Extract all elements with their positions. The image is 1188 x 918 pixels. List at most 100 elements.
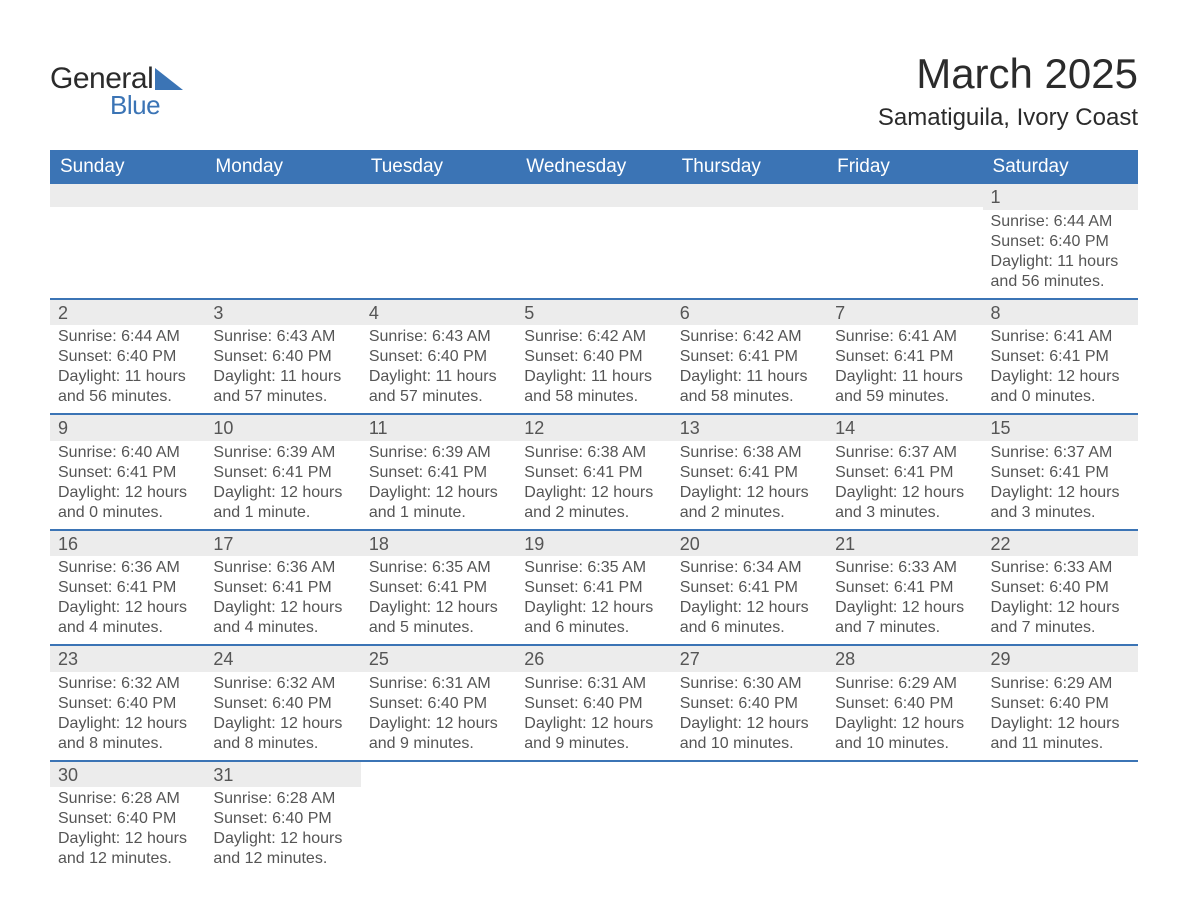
- day-number: 11: [361, 415, 516, 441]
- weekday-header: Wednesday: [516, 150, 671, 184]
- day-sunrise: Sunrise: 6:33 AM: [835, 558, 974, 578]
- weekday-header: Monday: [205, 150, 360, 184]
- day-sunset: Sunset: 6:41 PM: [680, 463, 819, 483]
- logo-text-blue: Blue: [110, 90, 183, 121]
- day-number: [827, 184, 982, 207]
- day-details: Sunrise: 6:29 AMSunset: 6:40 PMDaylight:…: [983, 672, 1138, 760]
- day-daylight2: and 7 minutes.: [991, 618, 1130, 638]
- day-daylight2: and 4 minutes.: [58, 618, 197, 638]
- day-daylight1: Daylight: 12 hours: [369, 483, 508, 503]
- day-daylight2: and 8 minutes.: [213, 734, 352, 754]
- day-number: 26: [516, 646, 671, 672]
- day-daylight2: and 12 minutes.: [213, 849, 352, 869]
- day-sunset: Sunset: 6:41 PM: [680, 578, 819, 598]
- day-details: Sunrise: 6:36 AMSunset: 6:41 PMDaylight:…: [50, 556, 205, 644]
- week-row: 23Sunrise: 6:32 AMSunset: 6:40 PMDayligh…: [50, 646, 1138, 762]
- day-sunrise: Sunrise: 6:37 AM: [991, 443, 1130, 463]
- day-daylight2: and 6 minutes.: [680, 618, 819, 638]
- day-daylight2: and 2 minutes.: [680, 503, 819, 523]
- day-daylight1: Daylight: 11 hours: [58, 367, 197, 387]
- day-sunset: Sunset: 6:41 PM: [835, 463, 974, 483]
- day-daylight2: and 57 minutes.: [213, 387, 352, 407]
- day-daylight1: Daylight: 11 hours: [369, 367, 508, 387]
- day-sunset: Sunset: 6:40 PM: [835, 694, 974, 714]
- day-number: [205, 184, 360, 207]
- day-cell: 5Sunrise: 6:42 AMSunset: 6:40 PMDaylight…: [516, 300, 671, 414]
- day-details: Sunrise: 6:35 AMSunset: 6:41 PMDaylight:…: [516, 556, 671, 644]
- day-cell: [205, 184, 360, 298]
- day-cell: 13Sunrise: 6:38 AMSunset: 6:41 PMDayligh…: [672, 415, 827, 529]
- day-cell: 8Sunrise: 6:41 AMSunset: 6:41 PMDaylight…: [983, 300, 1138, 414]
- week-row: 16Sunrise: 6:36 AMSunset: 6:41 PMDayligh…: [50, 531, 1138, 647]
- day-sunset: Sunset: 6:40 PM: [524, 347, 663, 367]
- day-sunrise: Sunrise: 6:42 AM: [524, 327, 663, 347]
- day-number: 30: [50, 762, 205, 788]
- day-number: 20: [672, 531, 827, 557]
- day-daylight1: Daylight: 12 hours: [680, 483, 819, 503]
- day-cell: 1Sunrise: 6:44 AMSunset: 6:40 PMDaylight…: [983, 184, 1138, 298]
- day-details: Sunrise: 6:33 AMSunset: 6:40 PMDaylight:…: [983, 556, 1138, 644]
- day-cell: 31Sunrise: 6:28 AMSunset: 6:40 PMDayligh…: [205, 762, 360, 876]
- day-daylight1: Daylight: 11 hours: [524, 367, 663, 387]
- day-daylight1: Daylight: 11 hours: [835, 367, 974, 387]
- day-cell: 24Sunrise: 6:32 AMSunset: 6:40 PMDayligh…: [205, 646, 360, 760]
- day-cell: [672, 184, 827, 298]
- day-daylight2: and 11 minutes.: [991, 734, 1130, 754]
- day-sunrise: Sunrise: 6:41 AM: [835, 327, 974, 347]
- day-daylight2: and 2 minutes.: [524, 503, 663, 523]
- day-cell: 16Sunrise: 6:36 AMSunset: 6:41 PMDayligh…: [50, 531, 205, 645]
- day-sunset: Sunset: 6:40 PM: [991, 694, 1130, 714]
- logo-sail-icon: [155, 68, 183, 90]
- day-sunrise: Sunrise: 6:29 AM: [835, 674, 974, 694]
- day-details: Sunrise: 6:38 AMSunset: 6:41 PMDaylight:…: [516, 441, 671, 529]
- day-number: 3: [205, 300, 360, 326]
- week-row: 9Sunrise: 6:40 AMSunset: 6:41 PMDaylight…: [50, 415, 1138, 531]
- day-daylight2: and 58 minutes.: [680, 387, 819, 407]
- day-number: 24: [205, 646, 360, 672]
- day-daylight1: Daylight: 12 hours: [680, 598, 819, 618]
- day-number: 29: [983, 646, 1138, 672]
- day-number: 18: [361, 531, 516, 557]
- day-details: Sunrise: 6:30 AMSunset: 6:40 PMDaylight:…: [672, 672, 827, 760]
- day-details: Sunrise: 6:39 AMSunset: 6:41 PMDaylight:…: [361, 441, 516, 529]
- day-details: Sunrise: 6:37 AMSunset: 6:41 PMDaylight:…: [827, 441, 982, 529]
- day-daylight1: Daylight: 12 hours: [524, 598, 663, 618]
- day-sunset: Sunset: 6:41 PM: [369, 578, 508, 598]
- day-sunrise: Sunrise: 6:32 AM: [58, 674, 197, 694]
- day-daylight2: and 56 minutes.: [991, 272, 1130, 292]
- day-details: Sunrise: 6:31 AMSunset: 6:40 PMDaylight:…: [516, 672, 671, 760]
- day-number: 16: [50, 531, 205, 557]
- day-details: Sunrise: 6:43 AMSunset: 6:40 PMDaylight:…: [205, 325, 360, 413]
- day-sunset: Sunset: 6:40 PM: [58, 809, 197, 829]
- day-details: Sunrise: 6:41 AMSunset: 6:41 PMDaylight:…: [827, 325, 982, 413]
- day-daylight1: Daylight: 11 hours: [991, 252, 1130, 272]
- day-details: Sunrise: 6:42 AMSunset: 6:41 PMDaylight:…: [672, 325, 827, 413]
- day-sunrise: Sunrise: 6:35 AM: [369, 558, 508, 578]
- day-details: Sunrise: 6:33 AMSunset: 6:41 PMDaylight:…: [827, 556, 982, 644]
- day-sunrise: Sunrise: 6:36 AM: [213, 558, 352, 578]
- day-daylight1: Daylight: 12 hours: [58, 829, 197, 849]
- day-sunset: Sunset: 6:40 PM: [213, 809, 352, 829]
- day-cell: [361, 762, 516, 876]
- day-daylight2: and 4 minutes.: [213, 618, 352, 638]
- day-cell: 2Sunrise: 6:44 AMSunset: 6:40 PMDaylight…: [50, 300, 205, 414]
- day-cell: 10Sunrise: 6:39 AMSunset: 6:41 PMDayligh…: [205, 415, 360, 529]
- day-daylight1: Daylight: 12 hours: [213, 598, 352, 618]
- day-daylight1: Daylight: 12 hours: [524, 714, 663, 734]
- day-sunrise: Sunrise: 6:29 AM: [991, 674, 1130, 694]
- day-sunrise: Sunrise: 6:39 AM: [213, 443, 352, 463]
- day-cell: 30Sunrise: 6:28 AMSunset: 6:40 PMDayligh…: [50, 762, 205, 876]
- day-sunset: Sunset: 6:41 PM: [835, 578, 974, 598]
- day-sunset: Sunset: 6:41 PM: [58, 578, 197, 598]
- day-cell: 9Sunrise: 6:40 AMSunset: 6:41 PMDaylight…: [50, 415, 205, 529]
- day-sunset: Sunset: 6:40 PM: [213, 347, 352, 367]
- day-daylight2: and 56 minutes.: [58, 387, 197, 407]
- day-daylight1: Daylight: 12 hours: [58, 598, 197, 618]
- day-cell: 15Sunrise: 6:37 AMSunset: 6:41 PMDayligh…: [983, 415, 1138, 529]
- day-daylight1: Daylight: 12 hours: [369, 714, 508, 734]
- day-daylight2: and 9 minutes.: [369, 734, 508, 754]
- day-number: 7: [827, 300, 982, 326]
- day-daylight1: Daylight: 12 hours: [213, 829, 352, 849]
- day-cell: [827, 184, 982, 298]
- day-daylight2: and 10 minutes.: [835, 734, 974, 754]
